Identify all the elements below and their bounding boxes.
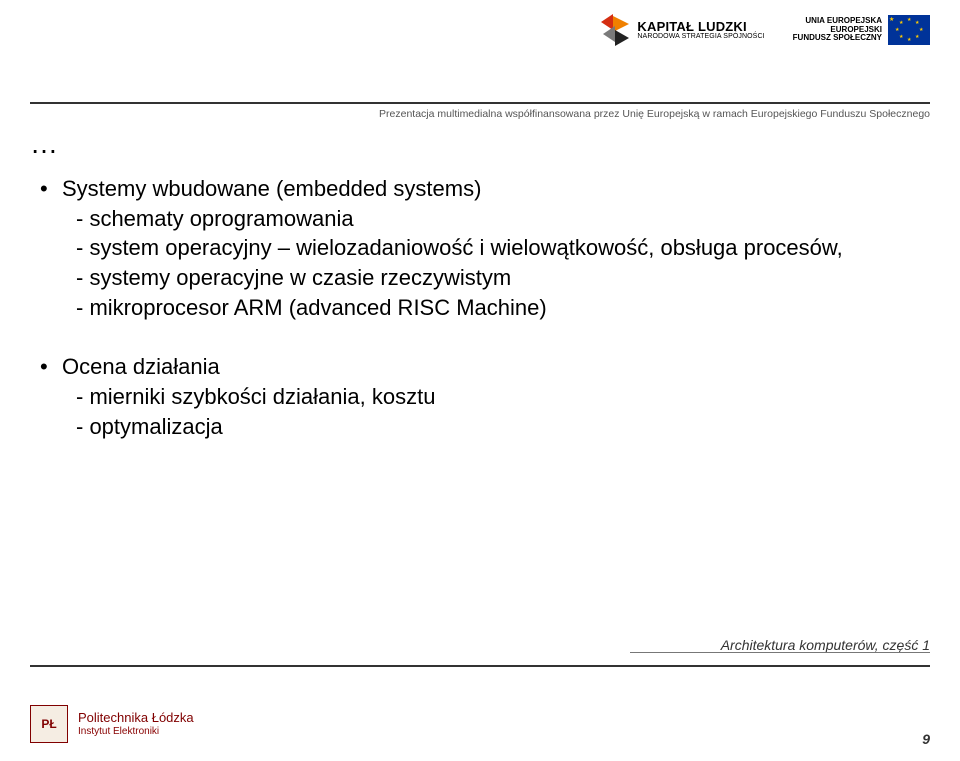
bullet1-sub2: - system operacyjny – wielozadaniowość i… (62, 233, 900, 263)
bullet1-title: Systemy wbudowane (embedded systems) (62, 176, 481, 201)
footer-affiliation: Politechnika Łódzka Instytut Elektroniki (30, 705, 194, 743)
bullet2-sub2: - optymalizacja (62, 412, 900, 442)
continuation-ellipsis: … (30, 128, 60, 160)
kapital-line2: NARODOWA STRATEGIA SPÓJNOŚCI (637, 33, 764, 40)
university-name: Politechnika Łódzka (78, 711, 194, 726)
bullet1-sub1: - schematy oprogramowania (62, 204, 900, 234)
bullet1-sub3: - systemy operacyjne w czasie rzeczywist… (62, 263, 900, 293)
kapital-ludzki-text: KAPITAŁ LUDZKI NARODOWA STRATEGIA SPÓJNO… (637, 20, 764, 41)
page-number: 9 (922, 731, 930, 747)
footer-sub-divider (630, 652, 930, 653)
bullet-embedded-systems: Systemy wbudowane (embedded systems) - s… (40, 174, 900, 322)
university-text: Politechnika Łódzka Instytut Elektroniki (78, 711, 194, 737)
lecture-title: Architektura komputerów, część 1 (721, 637, 930, 653)
bottom-divider (30, 665, 930, 667)
header-logos: KAPITAŁ LUDZKI NARODOWA STRATEGIA SPÓJNO… (599, 12, 930, 48)
kapital-line1: KAPITAŁ LUDZKI (637, 20, 764, 34)
slide-body: Systemy wbudowane (embedded systems) - s… (40, 174, 900, 472)
bullet1-sub4: - mikroprocesor ARM (advanced RISC Machi… (62, 293, 900, 323)
eu-logo: UNIA EUROPEJSKA EUROPEJSKI FUNDUSZ SPOŁE… (793, 15, 930, 45)
politechnika-logo-icon (30, 705, 68, 743)
institute-name: Instytut Elektroniki (78, 726, 194, 738)
cofinance-note: Prezentacja multimedialna współfinansowa… (379, 108, 930, 120)
kapital-ludzki-logo: KAPITAŁ LUDZKI NARODOWA STRATEGIA SPÓJNO… (599, 12, 764, 48)
eu-text: UNIA EUROPEJSKA EUROPEJSKI FUNDUSZ SPOŁE… (793, 17, 882, 43)
bullet-evaluation: Ocena działania - mierniki szybkości dzi… (40, 352, 900, 441)
bullet2-title: Ocena działania (62, 354, 220, 379)
top-divider (30, 102, 930, 104)
eu-flag-icon: ★ ★ ★ ★ ★ ★ ★ ★ (888, 15, 930, 45)
bullet2-sub1: - mierniki szybkości działania, kosztu (62, 382, 900, 412)
eu-line3: FUNDUSZ SPOŁECZNY (793, 34, 882, 43)
kapital-ludzki-icon (599, 12, 631, 48)
